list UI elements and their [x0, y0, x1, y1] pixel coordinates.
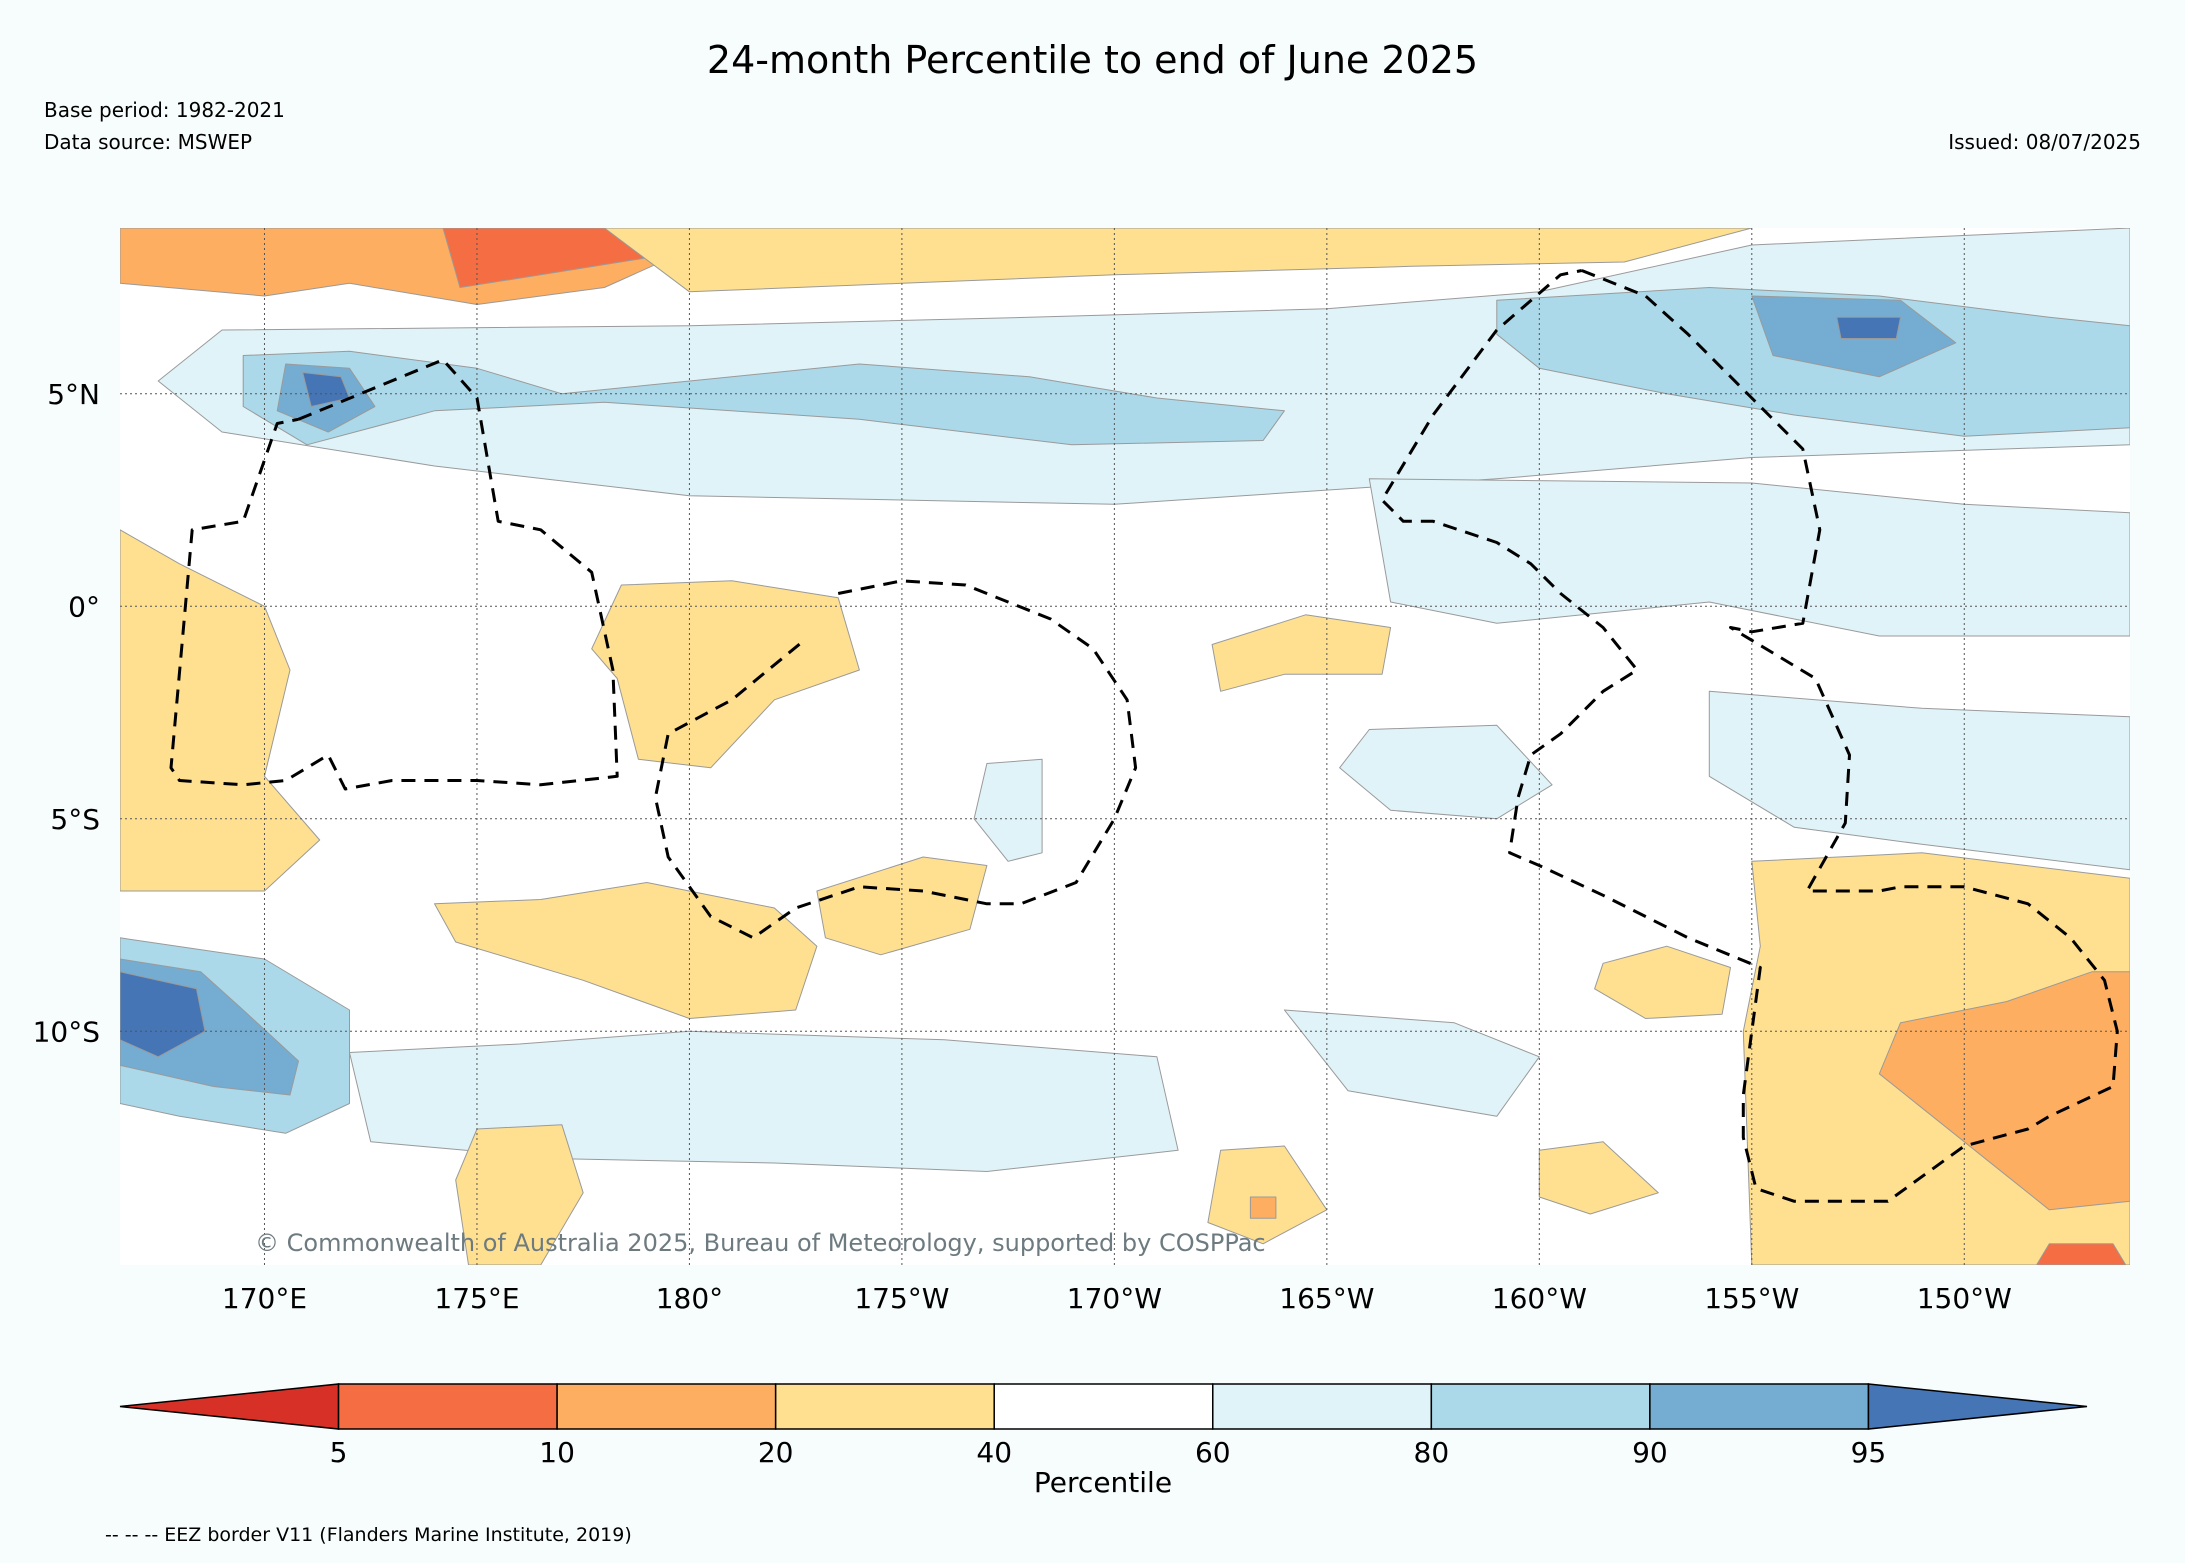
percentile-region	[1249, 1196, 1277, 1219]
colorbar-swatch	[1430, 1383, 1651, 1430]
lon-tick-label: 165°W	[1279, 1282, 1374, 1315]
colorbar-tick-label: 80	[1414, 1436, 1450, 1469]
percentile-region	[603, 228, 1753, 293]
colorbar-tick-label: 90	[1632, 1436, 1668, 1469]
percentile-region	[455, 1124, 584, 1265]
copyright-notice: © Commonwealth of Australia 2025, Bureau…	[255, 1229, 1266, 1257]
percentile-region	[973, 758, 1043, 862]
colorbar-tick-label: 5	[330, 1436, 348, 1469]
colorbar: 5 10 20 40 60 80 90 95	[119, 1383, 2088, 1469]
colorbar-swatch	[119, 1383, 340, 1430]
colorbar-tick-label: 10	[539, 1436, 575, 1469]
colorbar-swatch	[1649, 1383, 1870, 1430]
colorbar-swatch	[556, 1383, 777, 1430]
data-source: Data source: MSWEP	[44, 130, 253, 154]
eez-border-phoenix-islands	[653, 579, 1138, 940]
percentile-region	[1207, 1145, 1328, 1245]
eez-borders	[169, 269, 2119, 1203]
colorbar-swatch	[1867, 1383, 2088, 1430]
percentile-region	[120, 971, 206, 1058]
lon-tick-label: 160°W	[1492, 1282, 1587, 1315]
eez-border-tuvalu-kiribati-west	[169, 358, 619, 791]
eez-footnote: -- -- -- EEZ border V11 (Flanders Marine…	[105, 1524, 632, 1546]
colorbar-tick-label: 20	[758, 1436, 794, 1469]
percentile-region	[120, 529, 321, 892]
colorbar-tick-label: 40	[976, 1436, 1012, 1469]
colorbar-swatch	[774, 1383, 995, 1430]
percentile-region	[2036, 1243, 2127, 1265]
lat-tick-label: 5°S	[50, 803, 100, 836]
percentile-region	[1836, 316, 1901, 339]
colorbar-tick-label: 95	[1851, 1436, 1887, 1469]
issued-date: Issued: 08/07/2025	[1948, 130, 2141, 154]
lat-tick-label: 10°S	[33, 1015, 100, 1048]
lon-tick-label: 180°	[656, 1282, 723, 1315]
percentile-region	[816, 856, 988, 956]
lon-tick-label: 170°E	[222, 1282, 307, 1315]
colorbar-swatch	[1212, 1383, 1433, 1430]
base-period: Base period: 1982-2021	[44, 98, 285, 122]
lon-tick-label: 155°W	[1704, 1282, 1799, 1315]
lon-tick-label: 175°W	[854, 1282, 949, 1315]
percentile-region	[434, 882, 818, 1019]
percentile-region	[1708, 690, 2130, 871]
colorbar-tick-label: 60	[1195, 1436, 1231, 1469]
lon-tick-label: 170°W	[1067, 1282, 1162, 1315]
colorbar-title: Percentile	[1034, 1466, 1172, 1499]
percentile-shading	[120, 228, 2130, 1265]
percentile-region	[1368, 478, 2130, 637]
eez-border-line-islands	[1380, 269, 2119, 1203]
lat-tick-label: 0°	[68, 590, 100, 623]
percentile-region	[591, 580, 860, 769]
lon-tick-label: 150°W	[1917, 1282, 2012, 1315]
percentile-region	[1211, 614, 1392, 692]
graticule	[120, 228, 2130, 1265]
lon-tick-label: 175°E	[434, 1282, 519, 1315]
percentile-region	[242, 350, 1285, 446]
percentile-region	[1283, 1009, 1540, 1117]
lat-tick-label: 5°N	[47, 378, 100, 411]
colorbar-swatch	[337, 1383, 558, 1430]
percentile-region	[1594, 945, 1731, 1019]
map-title: 24-month Percentile to end of June 2025	[706, 38, 1479, 82]
map-axes: 170°E 175°E 180° 175°W 170°W 165°W 160°W 155°W 1…	[33, 378, 2012, 1315]
colorbar-swatch	[993, 1383, 1214, 1430]
